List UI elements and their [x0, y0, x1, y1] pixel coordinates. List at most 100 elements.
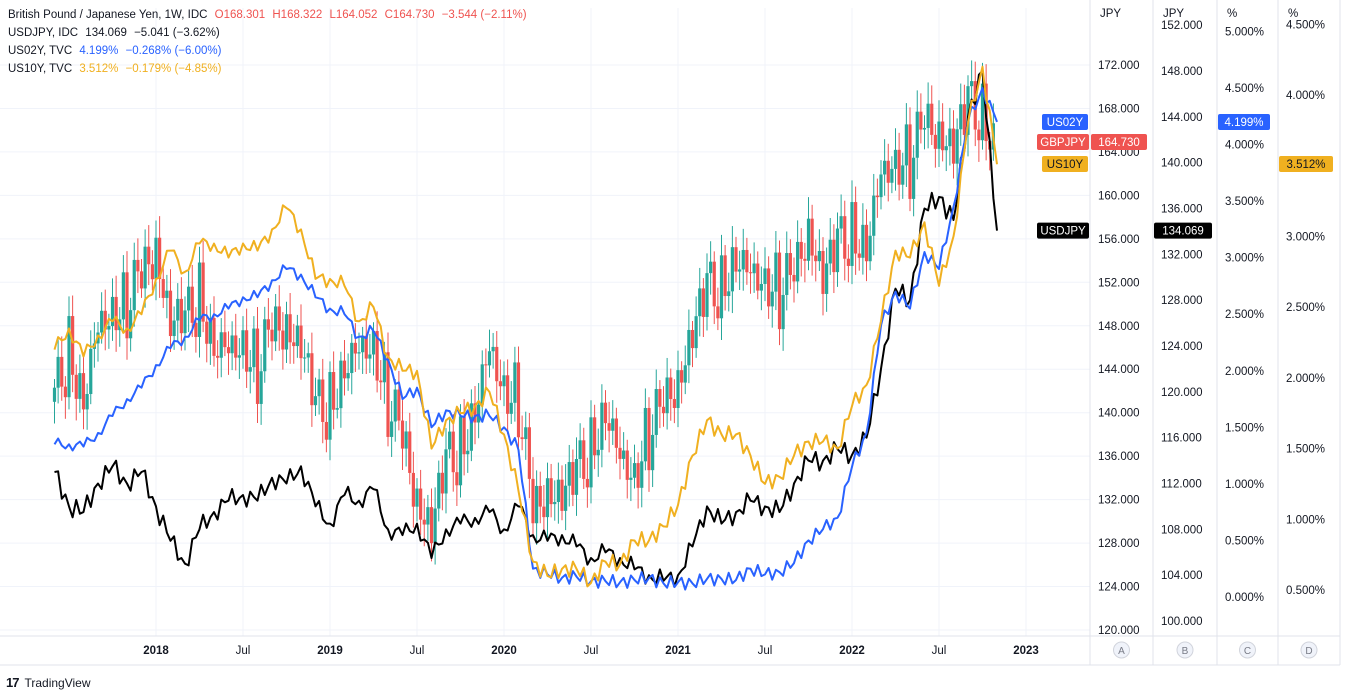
legend-row-gbpjpy[interactable]: British Pound / Japanese Yen, 1W, IDC O1…: [8, 6, 531, 24]
gbpjpy-candle-body: [107, 326, 111, 330]
gbpjpy-candle: [400, 400, 405, 471]
gbpjpy-candle: [654, 369, 658, 448]
axis-tick-label: 4.000%: [1225, 140, 1264, 152]
gbpjpy-candle-body: [792, 274, 796, 282]
gbpjpy-candle: [941, 103, 945, 162]
axis-tick-label: 3.000%: [1286, 231, 1325, 243]
gbpjpy-candle: [564, 464, 568, 531]
gbpjpy-candle-body: [846, 258, 850, 266]
legend-gbpjpy-high: H168.322: [272, 9, 323, 21]
legend-us02y-change: −0.268% (−6.00%): [125, 45, 222, 57]
gbpjpy-candle-body: [201, 262, 205, 322]
gbpjpy-candle-body: [694, 316, 698, 349]
gbpjpy-candle-body: [759, 283, 763, 291]
gbpjpy-candle: [825, 247, 829, 312]
gbpjpy-candle: [948, 107, 952, 166]
gbpjpy-candle: [350, 334, 354, 395]
gbpjpy-candle-body: [81, 373, 86, 410]
gbpjpy-candle: [977, 120, 981, 162]
legend-row-us10y[interactable]: US10Y, TVC 3.512% −0.179% (−4.85%): [8, 60, 531, 78]
gbpjpy-candle: [799, 228, 803, 277]
tradingview-brand[interactable]: TradingView: [24, 675, 91, 690]
axis-tick-label: 144.000: [1098, 364, 1140, 376]
legend-row-usdjpy[interactable]: USDJPY, IDC 134.069 −5.041 (−3.62%): [8, 24, 531, 42]
gbpjpy-candle-body: [219, 332, 223, 358]
gbpjpy-candle: [353, 323, 357, 372]
gbpjpy-candle: [886, 143, 890, 202]
gbpjpy-candle: [915, 90, 919, 180]
gbpjpy-candle-body: [56, 356, 60, 388]
gbpjpy-candle-body: [589, 417, 593, 488]
legend-gbpjpy-close: C164.730: [384, 9, 435, 21]
gbpjpy-candle: [74, 364, 78, 421]
gbpjpy-candle-body: [640, 461, 644, 488]
gbpjpy-candle-body: [901, 165, 905, 185]
gbpjpy-candle-body: [716, 306, 720, 319]
gbpjpy-candle: [310, 332, 314, 427]
gbpjpy-candle: [810, 204, 814, 276]
gbpjpy-candle: [136, 238, 140, 294]
time-tick-label: 2023: [1013, 645, 1039, 657]
axis-tick-label: 136.000: [1161, 204, 1203, 216]
gbpjpy-candle: [255, 306, 260, 424]
gbpjpy-candle-body: [444, 449, 448, 494]
gbpjpy-candle: [632, 444, 637, 489]
us10y-line: [53, 65, 998, 588]
gbpjpy-candle-body: [955, 129, 959, 164]
us10y-badge-value: 3.512%: [1286, 159, 1325, 171]
axis-tick-label: 2.500%: [1286, 302, 1325, 314]
gbpjpy-candle-body: [491, 346, 495, 352]
us10y-badge: US10Y 3.512%: [1042, 156, 1333, 173]
gbpjpy-candle: [328, 361, 332, 461]
gbpjpy-candle-body: [466, 450, 470, 455]
gbpjpy-candle-body: [234, 335, 238, 358]
gbpjpy-candle: [415, 478, 419, 522]
gbpjpy-badge: GBPJPY 164.730: [1037, 133, 1147, 150]
gbpjpy-candle-body: [843, 216, 847, 259]
gbpjpy-candle: [154, 220, 158, 301]
axis-tick-label: 128.000: [1098, 538, 1140, 550]
legend-gbpjpy-name: British Pound / Japanese Yen, 1W, IDC: [8, 9, 208, 21]
axis-tick-label: 156.000: [1098, 234, 1140, 246]
legend: British Pound / Japanese Yen, 1W, IDC O1…: [8, 6, 531, 78]
gbpjpy-candle: [520, 415, 524, 451]
gbpjpy-candle-body: [371, 331, 376, 355]
gbpjpy-candle-body: [288, 314, 292, 343]
gbpjpy-candle: [607, 401, 611, 453]
gbpjpy-candle: [426, 494, 430, 541]
axis-tick-label: 108.000: [1161, 524, 1203, 536]
gbpjpy-candle: [346, 353, 350, 391]
gbpjpy-candle-body: [161, 279, 165, 298]
gbpjpy-candle-body: [448, 431, 452, 450]
gbpjpy-candle-body: [404, 431, 408, 449]
gbpjpy-candle-body: [806, 218, 811, 261]
gbpjpy-candle-body: [607, 423, 611, 431]
gbpjpy-candle-body: [690, 329, 695, 349]
gbpjpy-candle: [321, 358, 325, 444]
gbpjpy-candle: [484, 348, 488, 387]
gbpjpy-candle-body: [136, 259, 140, 272]
gbpjpy-candle-body: [150, 264, 154, 280]
gbpjpy-candle: [904, 103, 908, 188]
gbpjpy-candle: [730, 226, 734, 314]
gbpjpy-candle-body: [527, 427, 531, 479]
gbpjpy-candle-body: [71, 316, 75, 375]
gbpjpy-candle: [774, 231, 778, 311]
gbpjpy-candle-body: [509, 402, 513, 414]
gbpjpy-candle: [263, 306, 267, 383]
gbpjpy-candle: [553, 480, 557, 521]
gbpjpy-candle: [897, 132, 901, 201]
gbpjpy-candle-body: [197, 262, 202, 337]
legend-us02y-last: 4.199%: [79, 45, 119, 57]
gbpjpy-candle: [901, 152, 905, 199]
gbpjpy-candle-body: [284, 314, 289, 350]
legend-row-us02y[interactable]: US02Y, TVC 4.199% −0.268% (−6.00%): [8, 42, 531, 60]
gbpjpy-candle: [132, 242, 136, 327]
gbpjpy-candle-body: [139, 271, 144, 289]
gbpjpy-candle-body: [763, 268, 767, 284]
gbpjpy-candle: [843, 200, 847, 281]
tradingview-logo-icon[interactable]: 17: [6, 675, 20, 690]
gbpjpy-candle: [281, 312, 285, 370]
gbpjpy-candle: [100, 292, 104, 344]
